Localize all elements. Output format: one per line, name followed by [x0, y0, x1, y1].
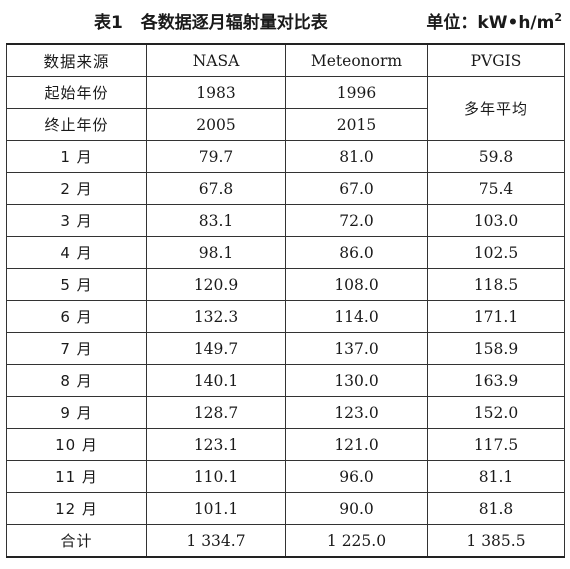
pvgis-value: 152.0: [427, 396, 565, 429]
nasa-value: 67.8: [146, 172, 286, 205]
table-number: 表1: [94, 13, 123, 33]
month-label: 9 月: [6, 396, 147, 429]
month-label: 11 月: [6, 460, 147, 493]
nasa-value: 98.1: [146, 236, 286, 269]
pvgis-value: 1 385.5: [427, 524, 565, 558]
start-year-label: 起始年份: [6, 76, 147, 109]
nasa-value: 110.1: [146, 460, 286, 493]
month-label: 2 月: [6, 172, 147, 205]
meteonorm-value: 114.0: [285, 300, 428, 333]
table-title: 各数据逐月辐射量对比表: [140, 13, 328, 33]
pvgis-value: 117.5: [427, 428, 565, 461]
nasa-value: 101.1: [146, 492, 286, 525]
meteonorm-value: 96.0: [285, 460, 428, 493]
unit-text: 单位：kW•h/m: [426, 13, 555, 33]
month-row: 6 月 132.3 114.0 171.1: [6, 300, 565, 333]
pvgis-value: 163.9: [427, 364, 565, 397]
meteonorm-value: 67.0: [285, 172, 428, 205]
month-label: 6 月: [6, 300, 147, 333]
pvgis-value: 59.8: [427, 140, 565, 173]
month-row: 1 月 79.7 81.0 59.8: [6, 140, 565, 173]
pvgis-value: 158.9: [427, 332, 565, 365]
table-caption-row: 表1 各数据逐月辐射量对比表 单位：kW•h/m2: [0, 0, 570, 38]
unit-superscript: 2: [554, 11, 562, 24]
start-year-nasa: 1983: [146, 76, 286, 109]
meteonorm-value: 137.0: [285, 332, 428, 365]
total-label: 合计: [6, 524, 147, 558]
month-label: 4 月: [6, 236, 147, 269]
nasa-value: 140.1: [146, 364, 286, 397]
pvgis-value: 75.4: [427, 172, 565, 205]
end-year-meteonorm: 2015: [285, 108, 428, 141]
month-row: 11 月 110.1 96.0 81.1: [6, 460, 565, 493]
nasa-value: 149.7: [146, 332, 286, 365]
meteonorm-value: 121.0: [285, 428, 428, 461]
month-row: 2 月 67.8 67.0 75.4: [6, 172, 565, 205]
nasa-value: 123.1: [146, 428, 286, 461]
nasa-value: 128.7: [146, 396, 286, 429]
pvgis-value: 81.1: [427, 460, 565, 493]
month-row: 8 月 140.1 130.0 163.9: [6, 364, 565, 397]
meteonorm-value: 130.0: [285, 364, 428, 397]
month-label: 8 月: [6, 364, 147, 397]
month-label: 7 月: [6, 332, 147, 365]
meteonorm-value: 86.0: [285, 236, 428, 269]
month-row: 3 月 83.1 72.0 103.0: [6, 204, 565, 237]
total-row: 合计 1 334.7 1 225.0 1 385.5: [6, 524, 565, 558]
month-label: 1 月: [6, 140, 147, 173]
pvgis-value: 81.8: [427, 492, 565, 525]
meteonorm-value: 90.0: [285, 492, 428, 525]
nasa-value: 120.9: [146, 268, 286, 301]
pvgis-value: 118.5: [427, 268, 565, 301]
month-row: 5 月 120.9 108.0 118.5: [6, 268, 565, 301]
meteonorm-value: 108.0: [285, 268, 428, 301]
header-cell-pvgis: PVGIS: [427, 43, 565, 77]
pvgis-years-cell: 多年平均: [427, 76, 565, 141]
meteonorm-value: 72.0: [285, 204, 428, 237]
month-label: 3 月: [6, 204, 147, 237]
nasa-value: 1 334.7: [146, 524, 286, 558]
pvgis-value: 102.5: [427, 236, 565, 269]
nasa-value: 132.3: [146, 300, 286, 333]
month-label: 12 月: [6, 492, 147, 525]
end-year-row: 终止年份 2005 2015: [6, 108, 565, 141]
radiation-comparison-table: 数据来源 NASA Meteonorm PVGIS 起始年份 1983 1996…: [6, 43, 565, 558]
pvgis-value: 171.1: [427, 300, 565, 333]
meteonorm-value: 123.0: [285, 396, 428, 429]
end-year-nasa: 2005: [146, 108, 286, 141]
nasa-value: 79.7: [146, 140, 286, 173]
header-cell-nasa: NASA: [146, 43, 286, 77]
month-row: 9 月 128.7 123.0 152.0: [6, 396, 565, 429]
month-label: 10 月: [6, 428, 147, 461]
meteonorm-value: 81.0: [285, 140, 428, 173]
start-year-row: 起始年份 1983 1996 多年平均: [6, 76, 565, 141]
month-row: 4 月 98.1 86.0 102.5: [6, 236, 565, 269]
nasa-value: 83.1: [146, 204, 286, 237]
pvgis-value: 103.0: [427, 204, 565, 237]
unit-label: 单位：kW•h/m2: [426, 8, 562, 33]
header-cell-source: 数据来源: [6, 43, 147, 77]
month-row: 10 月 123.1 121.0 117.5: [6, 428, 565, 461]
month-row: 7 月 149.7 137.0 158.9: [6, 332, 565, 365]
end-year-label: 终止年份: [6, 108, 147, 141]
month-row: 12 月 101.1 90.0 81.8: [6, 492, 565, 525]
table-caption: 表1 各数据逐月辐射量对比表: [94, 8, 328, 33]
meteonorm-value: 1 225.0: [285, 524, 428, 558]
header-row: 数据来源 NASA Meteonorm PVGIS: [6, 43, 565, 77]
header-cell-meteonorm: Meteonorm: [285, 43, 428, 77]
start-year-meteonorm: 1996: [285, 76, 428, 109]
month-label: 5 月: [6, 268, 147, 301]
